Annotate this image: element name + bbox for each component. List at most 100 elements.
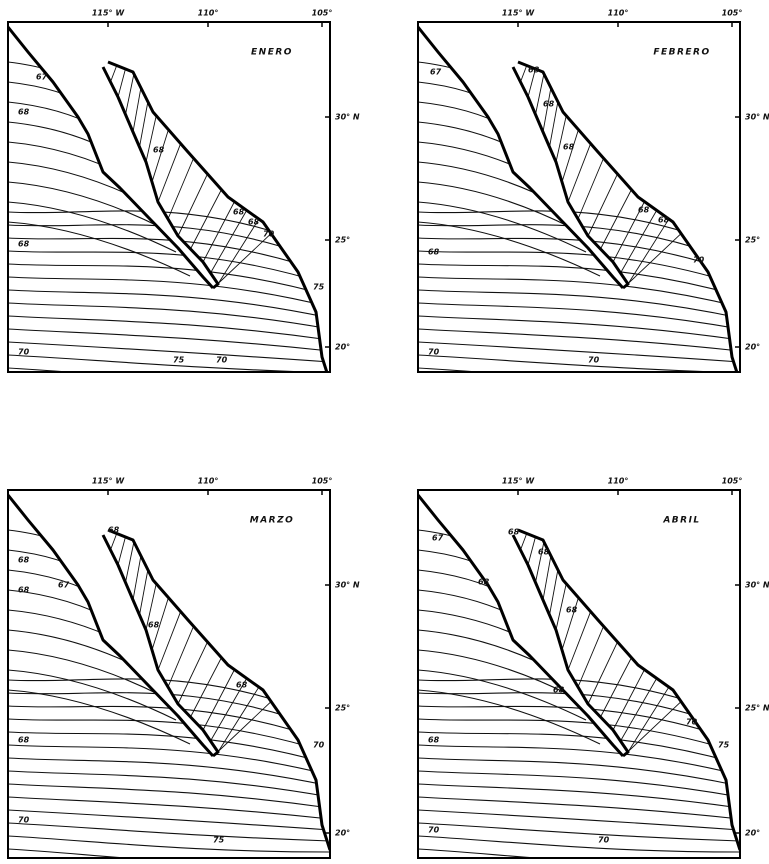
contour-line bbox=[418, 705, 740, 743]
contour-label: 68 bbox=[543, 100, 555, 109]
contour-label: 68 bbox=[148, 621, 160, 630]
gulf-contour bbox=[612, 669, 645, 731]
gulf-contour bbox=[117, 536, 126, 566]
gulf-contour bbox=[132, 87, 142, 133]
gulf-contour bbox=[125, 73, 135, 115]
map-body bbox=[8, 22, 330, 396]
contour-line bbox=[8, 649, 163, 697]
gulf-contour bbox=[217, 686, 260, 753]
map-panel: FEBRERO 115° W 110° 105° 30° N 25° 20° 67 68 68 68… bbox=[417, 9, 769, 396]
gulf-contour bbox=[567, 143, 592, 203]
gulf-contour bbox=[125, 541, 135, 583]
contour-label: 67 bbox=[36, 73, 48, 82]
gulf-contour bbox=[625, 701, 682, 755]
contour-line bbox=[8, 757, 330, 787]
coastline bbox=[517, 60, 739, 372]
gulf-contour bbox=[151, 129, 169, 183]
contour-line bbox=[418, 224, 740, 264]
gulf-contour bbox=[190, 189, 222, 250]
gulf-contour bbox=[555, 583, 567, 631]
contour-line bbox=[8, 796, 330, 820]
top-label: 105° bbox=[722, 9, 743, 18]
contour-line bbox=[8, 289, 330, 319]
right-label: 25° bbox=[745, 236, 760, 245]
contour-label: 70 bbox=[216, 356, 228, 365]
gulf-contour bbox=[210, 210, 248, 274]
contour-line bbox=[418, 354, 728, 372]
top-label: 115° W bbox=[92, 477, 125, 486]
contour-line bbox=[418, 783, 740, 809]
gulf-contour bbox=[527, 68, 536, 98]
contour-line bbox=[418, 718, 740, 754]
contour-line bbox=[418, 848, 543, 858]
coastline bbox=[511, 66, 630, 290]
panel-frame bbox=[417, 489, 741, 859]
contour-label: 68 bbox=[428, 248, 440, 257]
contour-label: 67 bbox=[430, 68, 442, 77]
contour-line bbox=[418, 328, 740, 352]
top-label: 110° bbox=[608, 9, 629, 18]
contour-line bbox=[418, 381, 740, 396]
contour-label: 67 bbox=[58, 581, 70, 590]
gulf-contour bbox=[157, 143, 182, 203]
right-label: 25° N bbox=[745, 704, 769, 713]
gulf-contour bbox=[535, 541, 545, 583]
contour-label: 68 bbox=[18, 586, 30, 595]
gulf-contour bbox=[157, 611, 182, 671]
contour-line bbox=[8, 809, 330, 831]
contour-line bbox=[418, 367, 486, 372]
contour-line bbox=[418, 809, 740, 831]
contour-line bbox=[8, 848, 133, 858]
contour-label: 70 bbox=[686, 718, 698, 727]
contour-line bbox=[8, 263, 330, 297]
top-label: 105° bbox=[312, 477, 333, 486]
coastline bbox=[8, 26, 215, 290]
contour-line bbox=[8, 250, 330, 286]
contour-label: 68 bbox=[538, 548, 550, 557]
map-body bbox=[418, 490, 740, 858]
gulf-contour bbox=[145, 115, 157, 163]
gulf-contour bbox=[549, 569, 559, 616]
mainland bbox=[518, 490, 740, 858]
contour-line bbox=[418, 289, 740, 319]
contour-label: 68 bbox=[18, 736, 30, 745]
map-panel: MARZO 115° W 110° 105° 30° N 25° 20° 68 68 67 68 68… bbox=[7, 477, 360, 859]
contour-label: 75 bbox=[213, 836, 225, 845]
contour-line bbox=[8, 302, 330, 330]
gulf-contour bbox=[587, 173, 618, 237]
contour-line bbox=[418, 757, 740, 787]
coastline bbox=[107, 60, 329, 372]
right-label: 25° bbox=[335, 704, 350, 713]
contour-label: 70 bbox=[598, 836, 610, 845]
gulf-contour bbox=[177, 173, 208, 237]
gulf-contour bbox=[202, 201, 235, 263]
contour-line bbox=[8, 341, 330, 363]
gulf-contour bbox=[625, 233, 682, 287]
top-label: 110° bbox=[198, 477, 219, 486]
contour-line bbox=[8, 201, 177, 253]
gulf-contour bbox=[215, 233, 272, 287]
contour-label: 68 bbox=[508, 528, 520, 537]
gulf-contour bbox=[612, 201, 645, 263]
panel-title: FEBRERO bbox=[653, 48, 710, 58]
gulf-contour bbox=[627, 686, 670, 753]
contour-line bbox=[418, 181, 573, 229]
contour-label: 68 bbox=[553, 686, 565, 695]
gulf-contour bbox=[561, 129, 579, 183]
panel-title: ABRIL bbox=[662, 516, 700, 526]
contour-line bbox=[8, 381, 330, 396]
contour-line bbox=[418, 835, 740, 853]
coastline bbox=[8, 494, 215, 758]
contour-line bbox=[418, 302, 740, 330]
top-label: 115° W bbox=[502, 477, 535, 486]
contour-label: 68 bbox=[248, 218, 260, 227]
mainland bbox=[108, 490, 330, 858]
contour-line bbox=[418, 263, 740, 297]
right-label: 25° bbox=[335, 236, 350, 245]
map-panel: ABRIL 115° W 110° 105° 30° N 25° N 20° 67 68 68 68… bbox=[417, 477, 769, 859]
contour-label: 68 bbox=[153, 146, 165, 155]
right-label: 20° bbox=[745, 343, 760, 352]
panel-frame bbox=[7, 489, 331, 859]
right-label: 30° N bbox=[745, 581, 769, 590]
coastline bbox=[418, 26, 625, 290]
